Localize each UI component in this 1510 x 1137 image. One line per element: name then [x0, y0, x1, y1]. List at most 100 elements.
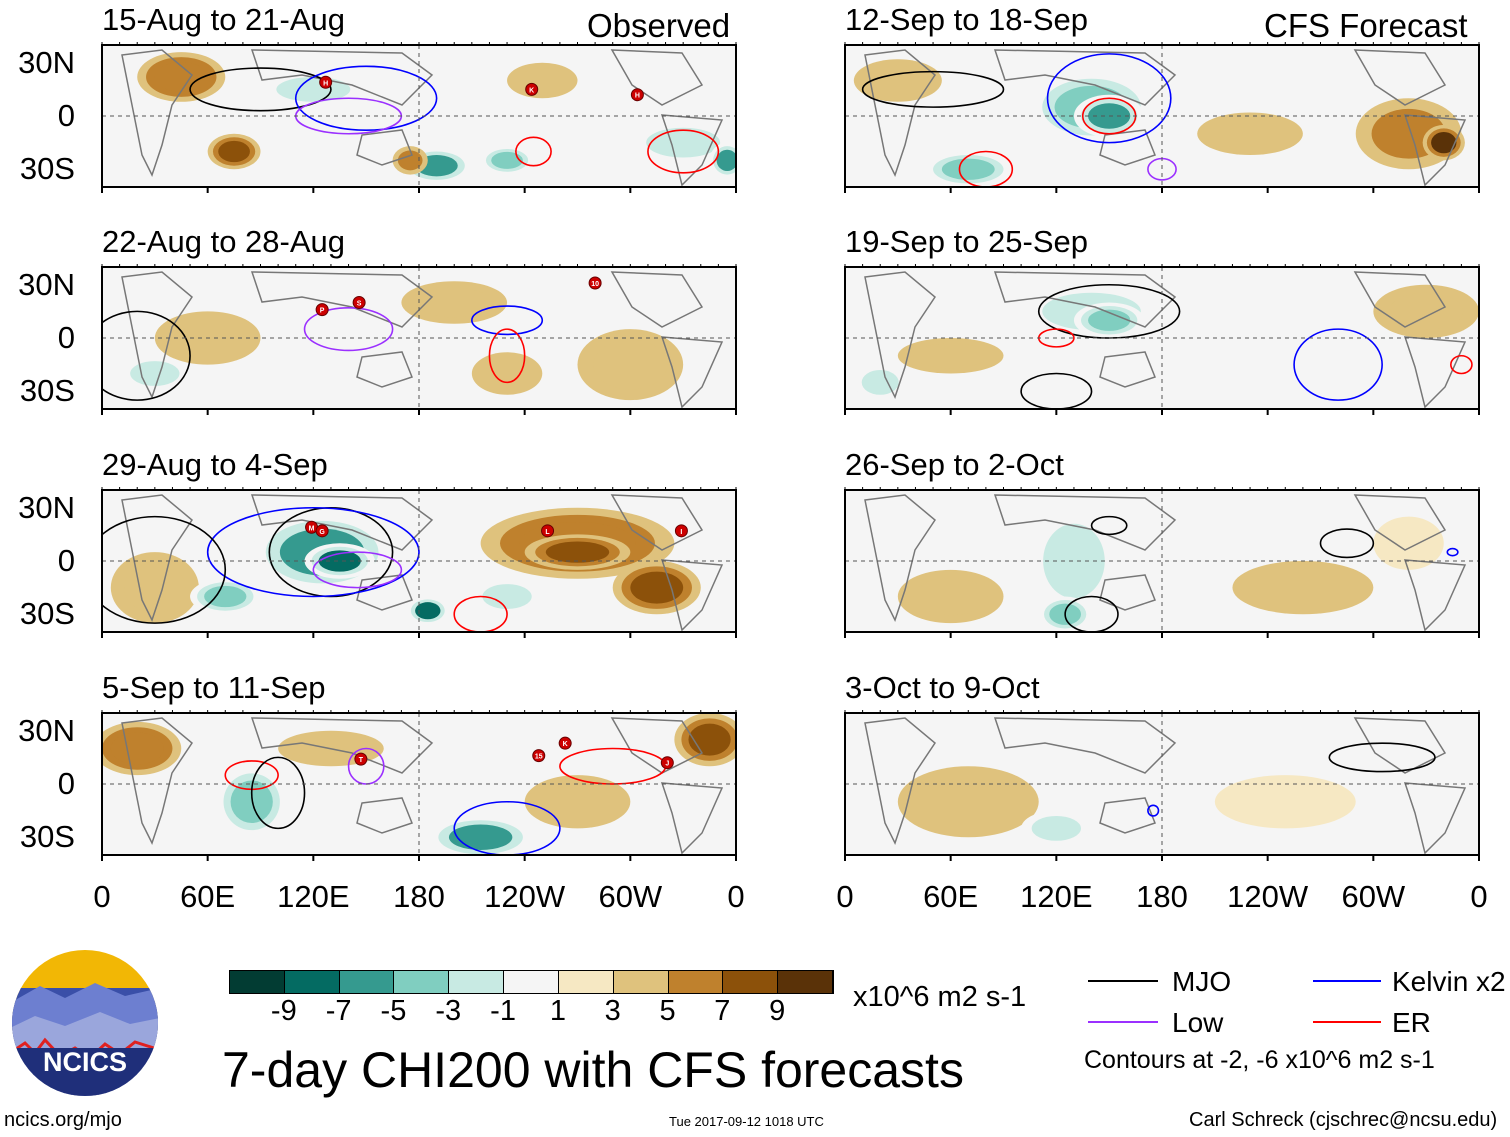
footer-timestamp: Tue 2017-09-12 1018 UTC	[669, 1114, 824, 1129]
coastline	[864, 494, 936, 622]
anomaly-shading	[397, 150, 423, 171]
colorbar-swatch	[504, 971, 559, 993]
storm-marker: H	[630, 88, 644, 102]
anomaly-shading	[448, 824, 513, 851]
anomaly-shading	[1389, 292, 1464, 331]
y-tick-label: 0	[57, 543, 75, 578]
svg-text:K: K	[563, 741, 568, 748]
coastline	[250, 494, 434, 551]
coastline	[356, 574, 413, 611]
anomaly-shading	[941, 158, 995, 180]
colorbar-tick-label: -7	[325, 995, 352, 1027]
svg-text:15: 15	[535, 754, 543, 761]
anomaly-shading	[1431, 131, 1457, 154]
svg-text:S: S	[357, 301, 362, 308]
svg-text:H: H	[635, 93, 640, 100]
coastline	[356, 129, 413, 166]
er-contour	[515, 136, 552, 167]
low-legend-line	[1088, 1021, 1158, 1023]
colorbar-swatch	[558, 971, 614, 993]
colorbar-tick-label: -5	[380, 995, 407, 1027]
kelvin-legend-label: Kelvin x2	[1392, 966, 1506, 997]
svg-text:I: I	[680, 529, 682, 536]
anomaly-shading	[1031, 815, 1081, 841]
x-tick-label: 120E	[277, 879, 350, 914]
colorbar-swatch	[230, 971, 285, 993]
colorbar-tick-label: 7	[714, 995, 731, 1027]
x-tick-label: 0	[836, 879, 854, 914]
colorbar-swatch	[394, 971, 450, 993]
coastline	[610, 494, 704, 551]
low-legend-label: Low	[1172, 1007, 1224, 1038]
colorbar-tick-label: -9	[270, 995, 297, 1027]
coastline	[1099, 797, 1156, 834]
coastline	[610, 271, 704, 328]
anomaly-shading	[1126, 320, 1268, 392]
panel-title: 19-Sep to 25-Sep	[845, 224, 1089, 259]
map-panel: T 15 K J	[101, 710, 737, 861]
mjo-legend-label: MJO	[1172, 966, 1232, 997]
svg-text:P: P	[320, 308, 325, 315]
anomaly-shading	[593, 339, 668, 390]
storm-marker: G	[315, 524, 329, 538]
x-tick-label: 0	[93, 879, 111, 914]
coastline	[1403, 114, 1467, 187]
er-legend-line	[1313, 1021, 1381, 1023]
units-label: x10^6 m2 s-1	[853, 981, 1027, 1013]
anomaly-shading	[482, 584, 532, 609]
kelvin-contour	[206, 506, 420, 598]
storm-marker: 15	[532, 749, 546, 763]
x-tick-label: 120E	[1020, 879, 1093, 914]
er-contour	[488, 328, 526, 384]
x-tick-label: 120W	[484, 879, 566, 914]
colorbar-swatch	[668, 971, 724, 993]
footer-url[interactable]: ncics.org/mjo	[4, 1109, 122, 1131]
colorbar-swatch	[284, 971, 340, 993]
coastline	[864, 271, 936, 399]
svg-text:G: G	[319, 529, 325, 536]
svg-text:H: H	[323, 80, 328, 87]
coastline	[993, 717, 1177, 774]
mjo-contour	[1328, 742, 1436, 773]
storm-marker: K	[525, 82, 539, 96]
coastline	[356, 351, 413, 388]
low-contour	[312, 551, 403, 589]
mjo-contour	[1064, 595, 1119, 632]
anomaly-shading	[524, 775, 631, 829]
map-panel	[844, 264, 1480, 415]
y-tick-label: 0	[57, 98, 75, 133]
colorbar-tick-label: 3	[604, 995, 621, 1027]
coastline	[1353, 717, 1447, 774]
x-tick-label: 180	[393, 879, 445, 914]
coastline	[121, 494, 193, 622]
y-tick-label: 0	[57, 320, 75, 355]
coastline	[993, 49, 1177, 106]
er-contour	[453, 595, 508, 632]
coastline	[1403, 336, 1467, 409]
colorbar-tick-label: -1	[490, 995, 516, 1027]
panel-title: 12-Sep to 18-Sep	[845, 2, 1089, 37]
x-tick-label: 60W	[1341, 879, 1406, 914]
coastline	[993, 271, 1177, 328]
anomaly-shading	[204, 585, 247, 608]
mjo-contour	[861, 70, 1005, 108]
kelvin-contour	[1046, 53, 1172, 144]
map-panel	[844, 487, 1480, 638]
coastline	[121, 717, 193, 845]
anomaly-shading	[545, 541, 610, 563]
er-legend-label: ER	[1392, 1007, 1431, 1038]
x-tick-label: 60W	[598, 879, 663, 914]
coastline	[993, 494, 1177, 551]
observed-label: Observed	[587, 7, 731, 44]
kelvin-contour	[453, 800, 561, 855]
y-tick-label: 30N	[18, 712, 75, 748]
map-panel: H K H	[101, 42, 737, 193]
x-tick-label: 60E	[923, 879, 979, 914]
storm-marker: H	[319, 75, 333, 89]
anomaly-shading	[471, 352, 543, 395]
anomaly-shading	[630, 571, 684, 604]
storm-marker: I	[674, 524, 688, 538]
x-tick-label: 60E	[180, 879, 236, 914]
storm-marker: P	[315, 303, 329, 317]
